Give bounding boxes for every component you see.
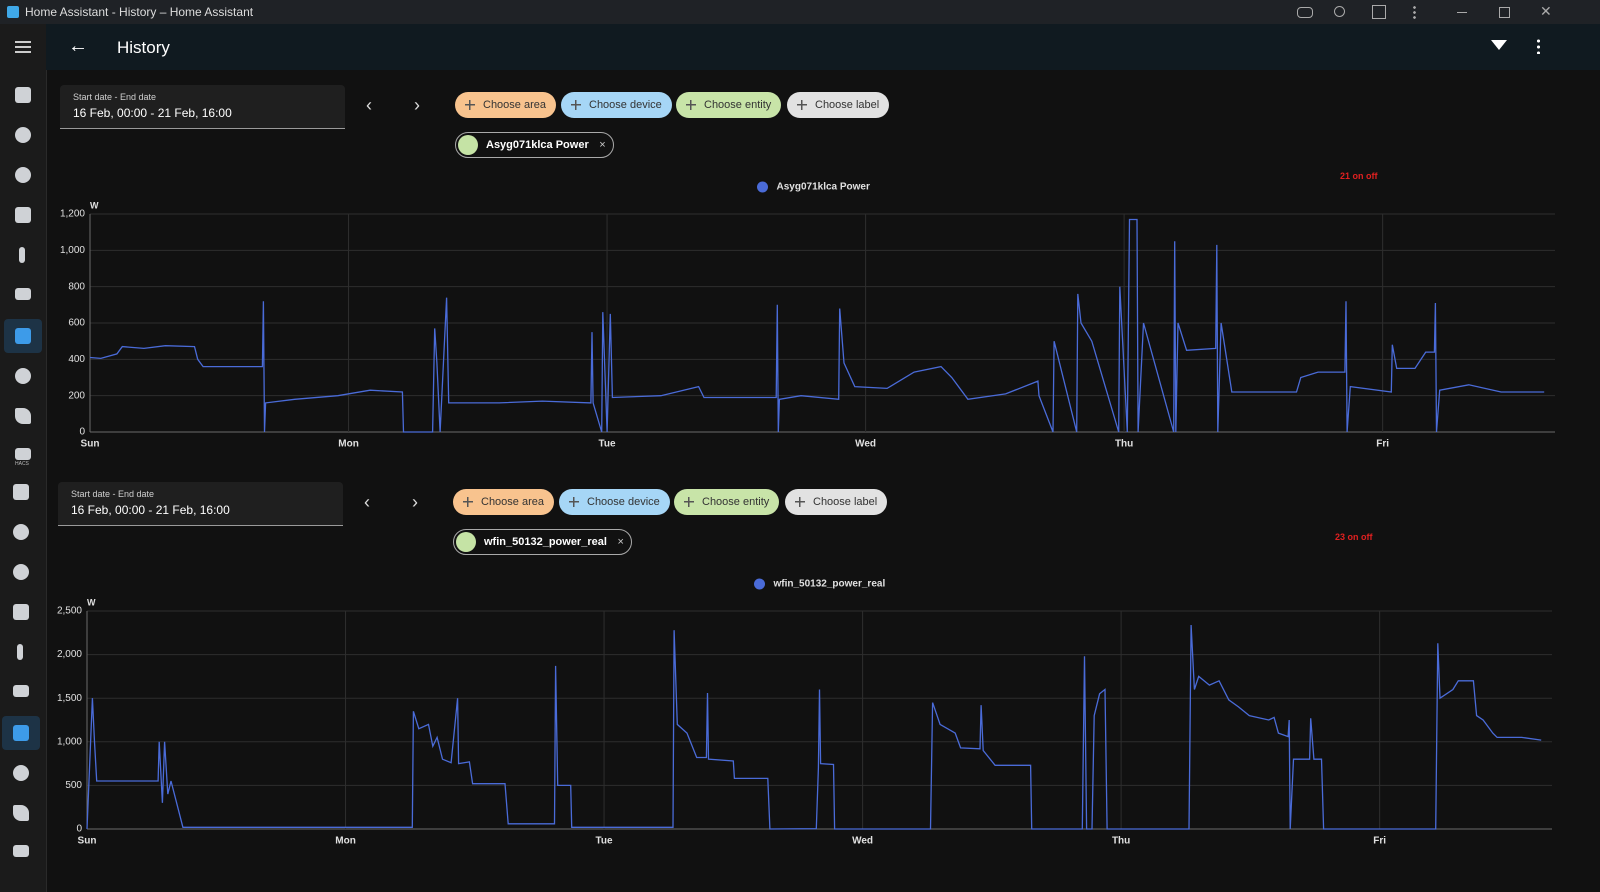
y-axis-unit: W xyxy=(90,200,99,210)
date-picker[interactable]: Start date - End date 16 Feb, 00:00 - 21 … xyxy=(58,482,343,526)
title-bar: Home Assistant - History – Home Assistan… xyxy=(0,0,1600,24)
date-range: 16 Feb, 00:00 - 21 Feb, 16:00 xyxy=(71,503,230,517)
date-label: Start date - End date xyxy=(73,92,157,102)
entity-chip[interactable]: wfin_50132_power_real × xyxy=(453,529,632,555)
hacs-label: HACS xyxy=(15,461,29,467)
chip[interactable]: Choose device xyxy=(559,489,670,515)
entity-chip[interactable]: Asyg071klca Power × xyxy=(455,132,614,158)
zoom-icon[interactable] xyxy=(1334,6,1345,17)
series-line xyxy=(86,624,1542,830)
next-button[interactable]: › xyxy=(412,492,418,512)
nav-icon[interactable] xyxy=(13,805,29,821)
legend-marker xyxy=(757,181,768,193)
extension-icon[interactable] xyxy=(1372,5,1386,19)
y-tick-label: 0 xyxy=(76,824,82,835)
y-tick-label: 1,000 xyxy=(60,245,85,256)
clear-filter[interactable] xyxy=(1491,40,1507,50)
y-tick-label: 400 xyxy=(68,354,85,365)
nav-icon[interactable] xyxy=(13,685,29,697)
restore[interactable] xyxy=(1499,7,1510,18)
y-axis-unit: W xyxy=(87,597,96,607)
x-tick-label: Fri xyxy=(1373,836,1386,847)
nav-active[interactable] xyxy=(2,716,40,750)
minimize[interactable] xyxy=(1457,12,1467,13)
nav-icon[interactable] xyxy=(15,288,31,300)
x-tick-label: Sun xyxy=(78,836,97,847)
nav-icon[interactable] xyxy=(15,448,31,460)
x-tick-label: Thu xyxy=(1115,439,1133,450)
nav-active[interactable] xyxy=(4,319,42,353)
nav-icon[interactable] xyxy=(15,368,31,384)
prev-button[interactable]: ‹ xyxy=(366,95,372,115)
status-text: 23 on off xyxy=(1335,532,1373,542)
x-tick-label: Sun xyxy=(81,439,100,450)
status-text: 21 on off xyxy=(1340,171,1378,181)
entity-name: wfin_50132_power_real xyxy=(484,536,607,548)
chip[interactable]: Choose label xyxy=(785,489,888,515)
back-button[interactable]: ← xyxy=(68,35,88,57)
entity-name: Asyg071klca Power xyxy=(486,139,589,151)
y-tick-label: 800 xyxy=(68,281,85,292)
x-tick-label: Mon xyxy=(335,836,356,847)
app-icon xyxy=(7,6,19,18)
chip[interactable]: Choose area xyxy=(455,92,556,118)
legend-marker xyxy=(754,578,765,590)
y-tick-label: 1,000 xyxy=(57,736,82,747)
next-button[interactable]: › xyxy=(414,95,420,115)
nav-icon[interactable] xyxy=(19,247,25,263)
nav-icon[interactable] xyxy=(17,644,23,660)
x-tick-label: Wed xyxy=(855,439,876,450)
nav-icon[interactable] xyxy=(13,484,29,500)
nav-icon[interactable] xyxy=(13,765,29,781)
x-tick-label: Tue xyxy=(596,836,613,847)
y-tick-label: 600 xyxy=(68,318,85,329)
chip[interactable]: Choose entity xyxy=(674,489,780,515)
x-tick-label: Tue xyxy=(599,439,616,450)
y-tick-label: 2,500 xyxy=(57,606,82,617)
date-picker[interactable]: Start date - End date 16 Feb, 00:00 - 21 … xyxy=(60,85,345,129)
y-tick-label: 2,000 xyxy=(57,649,82,660)
legend-label: Asyg071klca Power xyxy=(777,182,870,193)
x-tick-label: Thu xyxy=(1112,836,1130,847)
nav-icon[interactable] xyxy=(15,207,31,223)
date-label: Start date - End date xyxy=(71,489,155,499)
x-tick-label: Fri xyxy=(1376,439,1389,450)
nav-icon[interactable] xyxy=(13,524,29,540)
nav-icon[interactable] xyxy=(15,127,31,143)
close[interactable]: ✕ xyxy=(1540,3,1552,19)
sidebar: HACS xyxy=(0,24,47,892)
header: ← History xyxy=(46,24,1600,70)
x-tick-label: Wed xyxy=(852,836,873,847)
x-tick-label: Mon xyxy=(338,439,359,450)
menu-icon[interactable] xyxy=(1413,5,1416,19)
key-icon[interactable] xyxy=(1297,7,1313,18)
page-title: History xyxy=(117,38,170,57)
nav-icon[interactable] xyxy=(15,87,31,103)
y-tick-label: 1,200 xyxy=(60,209,85,220)
series-line xyxy=(89,218,1545,433)
legend-label: wfin_50132_power_real xyxy=(773,579,886,590)
window-title: Home Assistant - History – Home Assistan… xyxy=(25,5,254,19)
y-tick-label: 200 xyxy=(68,390,85,401)
nav-icon[interactable] xyxy=(15,167,31,183)
nav-icon[interactable] xyxy=(13,845,29,857)
y-tick-label: 1,500 xyxy=(57,693,82,704)
overflow-menu[interactable] xyxy=(1537,38,1540,54)
chip[interactable]: Choose entity xyxy=(676,92,782,118)
date-range: 16 Feb, 00:00 - 21 Feb, 16:00 xyxy=(73,106,232,120)
menu-button[interactable] xyxy=(15,41,31,53)
nav-icon[interactable] xyxy=(15,408,31,424)
nav-icon[interactable] xyxy=(13,564,29,580)
chip[interactable]: Choose label xyxy=(787,92,890,118)
chip[interactable]: Choose area xyxy=(453,489,554,515)
prev-button[interactable]: ‹ xyxy=(364,492,370,512)
chip[interactable]: Choose device xyxy=(561,92,672,118)
y-tick-label: 500 xyxy=(65,780,82,791)
y-tick-label: 0 xyxy=(79,427,85,438)
nav-icon[interactable] xyxy=(13,604,29,620)
